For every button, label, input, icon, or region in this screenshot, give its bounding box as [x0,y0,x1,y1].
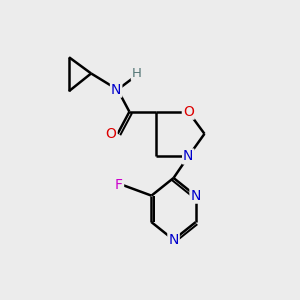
Text: N: N [168,233,179,247]
Text: F: F [115,178,123,192]
Text: H: H [132,67,142,80]
Text: N: N [111,82,121,97]
Text: O: O [106,127,117,141]
Text: N: N [183,149,194,164]
Text: N: N [190,189,201,202]
Text: O: O [183,105,194,119]
